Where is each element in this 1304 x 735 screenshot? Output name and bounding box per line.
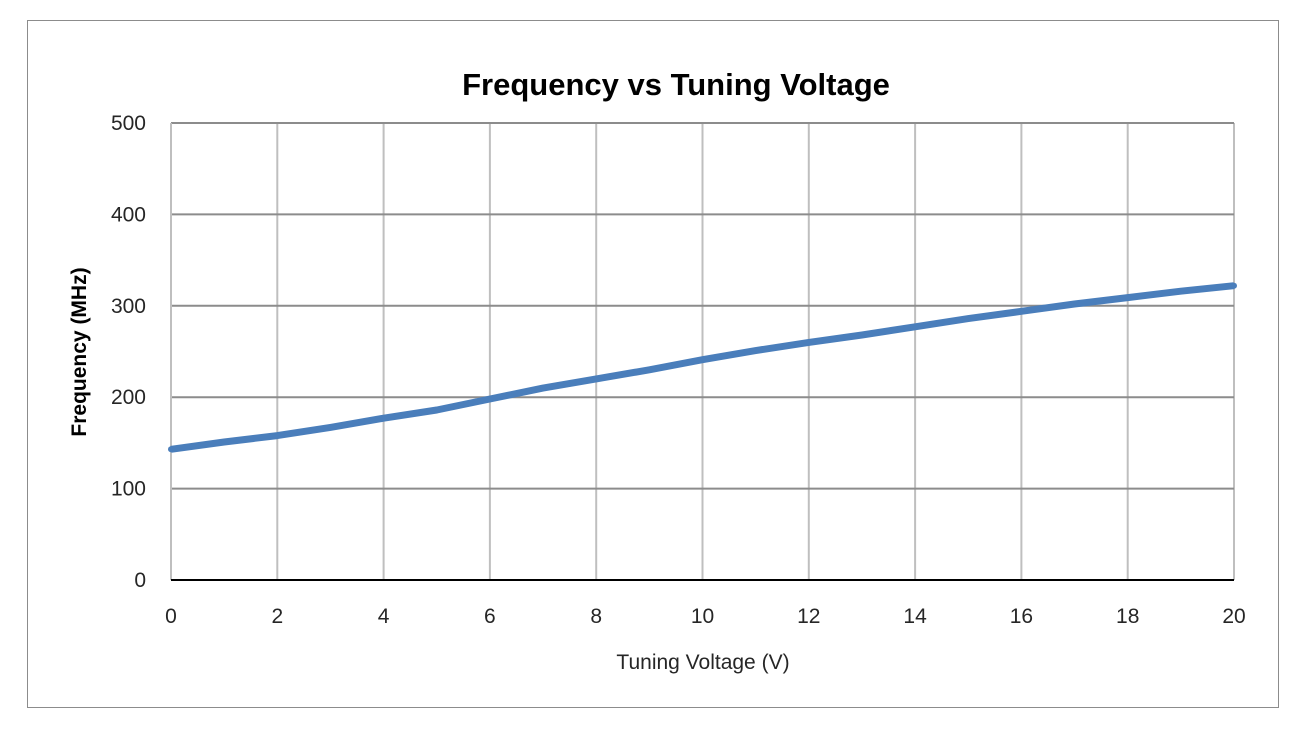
series-layer [168,282,1237,453]
x-tick-label: 8 [590,605,602,628]
data-point [805,339,812,346]
x-tick-label: 12 [797,605,820,628]
data-point [912,323,919,330]
x-tick-label: 18 [1116,605,1139,628]
x-tick-label: 4 [378,605,390,628]
y-tick-label: 200 [111,386,146,409]
y-tick-label: 400 [111,203,146,226]
y-axis-title: Frequency (MHz) [68,267,91,436]
data-point [274,432,281,439]
data-point [1124,294,1131,301]
data-point [593,375,600,382]
x-tick-label: 2 [271,605,283,628]
grid-layer [171,122,1235,580]
data-point [380,415,387,422]
data-point [699,356,706,363]
data-point [221,438,228,445]
y-tick-label: 300 [111,295,146,318]
data-point [1071,300,1078,307]
x-tick-label: 14 [903,605,927,628]
x-tick-label: 20 [1222,605,1245,628]
y-tick-label: 500 [111,112,146,135]
x-tick-label: 0 [165,605,177,628]
data-point [965,315,972,322]
data-point [1231,282,1237,289]
x-axis-title: Tuning Voltage (V) [616,651,789,674]
data-point [858,332,865,339]
data-point [1018,308,1025,315]
data-point [752,347,759,354]
y-tick-label: 100 [111,478,146,501]
data-point [1177,288,1184,295]
data-point [433,406,440,413]
y-tick-label: 0 [134,569,146,592]
data-point [540,385,547,392]
chart-frame [27,20,1279,708]
data-point [646,366,653,373]
x-tick-label: 16 [1010,605,1033,628]
axis-layer [170,123,1234,581]
data-point [327,424,334,431]
data-point [168,446,174,453]
x-tick-label: 6 [484,605,496,628]
x-tick-label: 10 [691,605,714,628]
chart-title: Frequency vs Tuning Voltage [462,67,890,102]
data-point [486,396,493,403]
